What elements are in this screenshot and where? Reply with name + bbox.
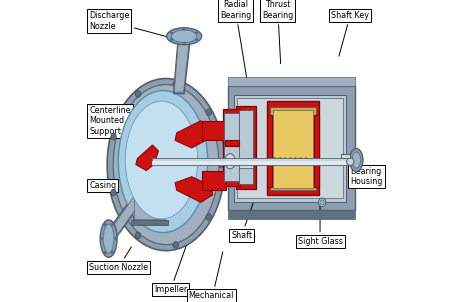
Ellipse shape xyxy=(219,161,225,168)
Ellipse shape xyxy=(319,198,326,207)
Text: Casing: Casing xyxy=(89,170,139,190)
Ellipse shape xyxy=(304,158,308,164)
Ellipse shape xyxy=(104,251,106,254)
FancyBboxPatch shape xyxy=(239,160,253,168)
Ellipse shape xyxy=(352,152,361,168)
Text: Centerline
Mounted
Support: Centerline Mounted Support xyxy=(89,106,148,136)
FancyBboxPatch shape xyxy=(223,109,240,186)
FancyBboxPatch shape xyxy=(134,199,164,219)
Text: Mechanical
Seal: Mechanical Seal xyxy=(189,252,234,302)
Ellipse shape xyxy=(115,237,117,240)
FancyBboxPatch shape xyxy=(225,140,238,146)
Ellipse shape xyxy=(182,29,186,31)
Polygon shape xyxy=(228,210,355,219)
FancyBboxPatch shape xyxy=(239,110,253,184)
Ellipse shape xyxy=(111,223,113,226)
FancyBboxPatch shape xyxy=(266,101,319,195)
FancyBboxPatch shape xyxy=(228,86,355,210)
Text: Sight Glass: Sight Glass xyxy=(298,204,343,246)
Ellipse shape xyxy=(107,79,225,251)
FancyBboxPatch shape xyxy=(270,107,316,190)
Text: Suction Nozzle: Suction Nozzle xyxy=(89,247,148,272)
Ellipse shape xyxy=(293,158,298,164)
Text: Bearing
Housing: Bearing Housing xyxy=(335,160,383,186)
Ellipse shape xyxy=(103,224,114,253)
Polygon shape xyxy=(175,121,213,148)
Ellipse shape xyxy=(346,158,354,165)
Polygon shape xyxy=(136,145,158,171)
Ellipse shape xyxy=(100,237,102,240)
Ellipse shape xyxy=(195,39,198,40)
Ellipse shape xyxy=(173,81,178,88)
Ellipse shape xyxy=(125,101,198,219)
Polygon shape xyxy=(175,177,213,202)
FancyBboxPatch shape xyxy=(234,95,346,202)
Ellipse shape xyxy=(195,32,198,34)
FancyBboxPatch shape xyxy=(225,159,238,165)
Text: Radial
Bearing: Radial Bearing xyxy=(220,0,251,80)
Text: Impeller: Impeller xyxy=(154,246,187,294)
FancyBboxPatch shape xyxy=(273,110,313,188)
Ellipse shape xyxy=(100,220,117,257)
Text: Thrust
Bearing: Thrust Bearing xyxy=(262,0,293,64)
FancyBboxPatch shape xyxy=(202,171,227,190)
Ellipse shape xyxy=(320,200,324,205)
Ellipse shape xyxy=(182,42,186,44)
FancyBboxPatch shape xyxy=(237,106,256,189)
Text: Shaft Key: Shaft Key xyxy=(331,11,369,56)
Ellipse shape xyxy=(136,232,141,239)
FancyBboxPatch shape xyxy=(341,154,350,158)
FancyBboxPatch shape xyxy=(237,98,343,198)
Ellipse shape xyxy=(288,158,292,164)
Polygon shape xyxy=(174,41,189,92)
FancyBboxPatch shape xyxy=(224,113,239,181)
Ellipse shape xyxy=(111,251,113,254)
Polygon shape xyxy=(109,178,146,248)
Ellipse shape xyxy=(173,242,178,248)
Ellipse shape xyxy=(170,32,173,34)
Ellipse shape xyxy=(136,91,141,97)
Ellipse shape xyxy=(113,85,219,245)
Ellipse shape xyxy=(206,109,211,115)
FancyBboxPatch shape xyxy=(202,121,227,140)
Ellipse shape xyxy=(225,154,236,169)
Ellipse shape xyxy=(283,158,287,164)
FancyBboxPatch shape xyxy=(314,115,319,187)
Ellipse shape xyxy=(172,30,197,43)
FancyBboxPatch shape xyxy=(266,115,272,187)
FancyBboxPatch shape xyxy=(153,158,349,165)
Polygon shape xyxy=(173,39,190,94)
Text: Discharge
Nozzle: Discharge Nozzle xyxy=(89,11,191,43)
Ellipse shape xyxy=(350,149,363,172)
Polygon shape xyxy=(109,180,146,246)
Ellipse shape xyxy=(111,189,116,196)
Ellipse shape xyxy=(170,39,173,40)
Ellipse shape xyxy=(206,214,211,220)
Ellipse shape xyxy=(278,158,283,164)
Ellipse shape xyxy=(167,28,201,45)
FancyBboxPatch shape xyxy=(153,161,349,165)
Ellipse shape xyxy=(104,223,106,226)
Ellipse shape xyxy=(111,133,116,140)
Ellipse shape xyxy=(118,91,208,233)
Ellipse shape xyxy=(299,158,303,164)
Text: Shaft: Shaft xyxy=(231,196,255,240)
FancyBboxPatch shape xyxy=(131,220,168,225)
FancyBboxPatch shape xyxy=(133,198,166,220)
Ellipse shape xyxy=(273,158,277,164)
Polygon shape xyxy=(228,77,355,86)
